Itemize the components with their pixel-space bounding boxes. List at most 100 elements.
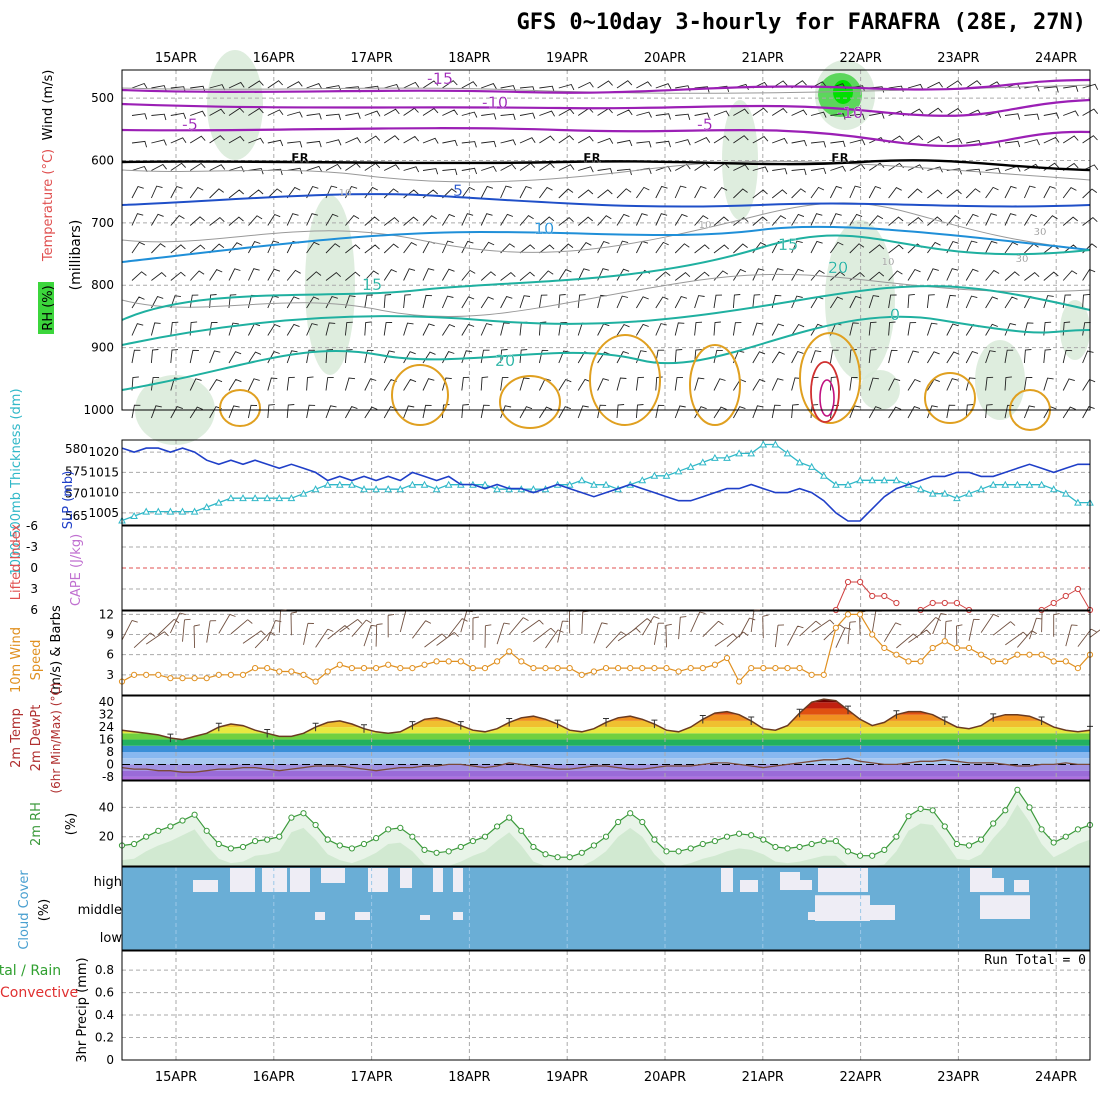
data-point (239, 494, 247, 502)
data-point (674, 467, 683, 475)
data-point (953, 644, 961, 652)
data-point (687, 665, 694, 672)
data-point (928, 489, 937, 497)
precip-tick: 0.2 (95, 1031, 114, 1045)
contour-label: 10 (534, 219, 554, 238)
data-point (445, 848, 452, 855)
data-point (808, 840, 815, 848)
data-point (203, 675, 210, 682)
data-point (893, 833, 900, 840)
data-point (300, 671, 307, 678)
data-point (796, 665, 803, 672)
data-point (905, 813, 912, 820)
temperature-contour-warm (391, 364, 449, 426)
data-point (615, 818, 622, 826)
data-point (1050, 839, 1057, 846)
wind-barbs-10m (121, 608, 1100, 649)
precip-convective-label: Convective (0, 985, 78, 1001)
contour-label: 5 (453, 181, 463, 200)
rh-area-inner (122, 804, 1090, 866)
data-point (590, 842, 598, 849)
data-point (857, 611, 864, 618)
data-point (578, 671, 585, 678)
data-point (881, 644, 888, 652)
temperature-band (122, 702, 1090, 709)
date-label-bottom: 18APR (448, 1070, 490, 1085)
cloud-cell (321, 868, 345, 883)
contour-label: FR (831, 151, 848, 165)
temperature-contour-warm (219, 389, 261, 427)
wind-axis-label: Wind (m/s) (41, 70, 56, 141)
data-point (227, 494, 235, 502)
min-max-bar (361, 724, 367, 733)
panel-frame (121, 780, 1091, 867)
cape-axis-label: CAPE (J/kg) (69, 534, 84, 606)
cloud-level-low: low (100, 931, 123, 946)
date-axes: 15APR 15APR 16APR 16APR 17APR 17APR 18APR 18APR… (155, 51, 1078, 1085)
precip-tick: 0.4 (95, 1008, 114, 1022)
data-point (893, 599, 900, 607)
data-point (698, 458, 707, 466)
data-point (1002, 807, 1009, 814)
precip-tick: 0.8 (95, 963, 114, 977)
contour-label: -10 (837, 103, 863, 122)
data-point (239, 671, 247, 678)
data-point (494, 823, 501, 830)
lifted-index-tick: 3 (30, 582, 38, 596)
data-point (651, 665, 658, 672)
data-point (143, 833, 150, 840)
data-point (155, 671, 162, 678)
data-point (965, 489, 973, 497)
data-point (892, 476, 901, 484)
cloud-level-high: high (94, 875, 122, 890)
temperature-contour-hottest (819, 379, 835, 417)
temperature-band (122, 770, 1090, 777)
date-label-bottom: 21APR (742, 1070, 784, 1085)
min-max-bar (506, 718, 513, 727)
min-max-bar (990, 713, 997, 722)
cloud-cell (818, 868, 868, 892)
data-point (131, 671, 138, 678)
wind-speed-axis-label: Speed (29, 640, 44, 681)
humidity-contour (121, 202, 1091, 253)
data-point (1002, 658, 1009, 665)
rh-legend-swatch (38, 282, 54, 334)
data-point (264, 836, 271, 843)
data-point (494, 658, 501, 665)
data-point (650, 471, 659, 479)
cloud-cell (420, 915, 430, 920)
contour-label: -5 (697, 115, 713, 134)
panel-frame (121, 525, 1091, 611)
data-point (917, 805, 924, 812)
slp-tick: 1015 (88, 465, 119, 479)
data-point (1038, 826, 1045, 833)
data-point (1061, 489, 1070, 497)
data-point (953, 494, 961, 502)
data-point (735, 449, 743, 457)
contour-label: FR (291, 151, 308, 165)
data-point (856, 476, 864, 484)
lifted-index-tick: 6 (30, 603, 38, 617)
contour-label: 10 (339, 188, 352, 199)
data-point (432, 485, 441, 493)
data-point (336, 661, 343, 668)
temperature-contour (121, 315, 1091, 391)
data-point (481, 665, 489, 672)
data-point (518, 658, 525, 665)
contour-label: 30 (1034, 227, 1047, 238)
pressure-level-label: 1000 (83, 403, 114, 417)
lifted-index-axis-label: Lifted Index (9, 523, 24, 600)
data-point (384, 485, 393, 493)
data-point (989, 480, 998, 488)
date-label-top: 20APR (644, 51, 686, 66)
data-point (1038, 651, 1045, 658)
data-point (711, 837, 719, 845)
panel-frame (121, 69, 1091, 411)
min-max-bar (699, 714, 706, 724)
data-point (663, 848, 670, 855)
data-point (723, 654, 731, 662)
data-point (590, 668, 598, 675)
min-max-bar (845, 705, 851, 715)
data-point (978, 836, 985, 843)
chart-title: GFS 0~10day 3-hourly for FARAFRA (28E, 2… (516, 10, 1086, 35)
